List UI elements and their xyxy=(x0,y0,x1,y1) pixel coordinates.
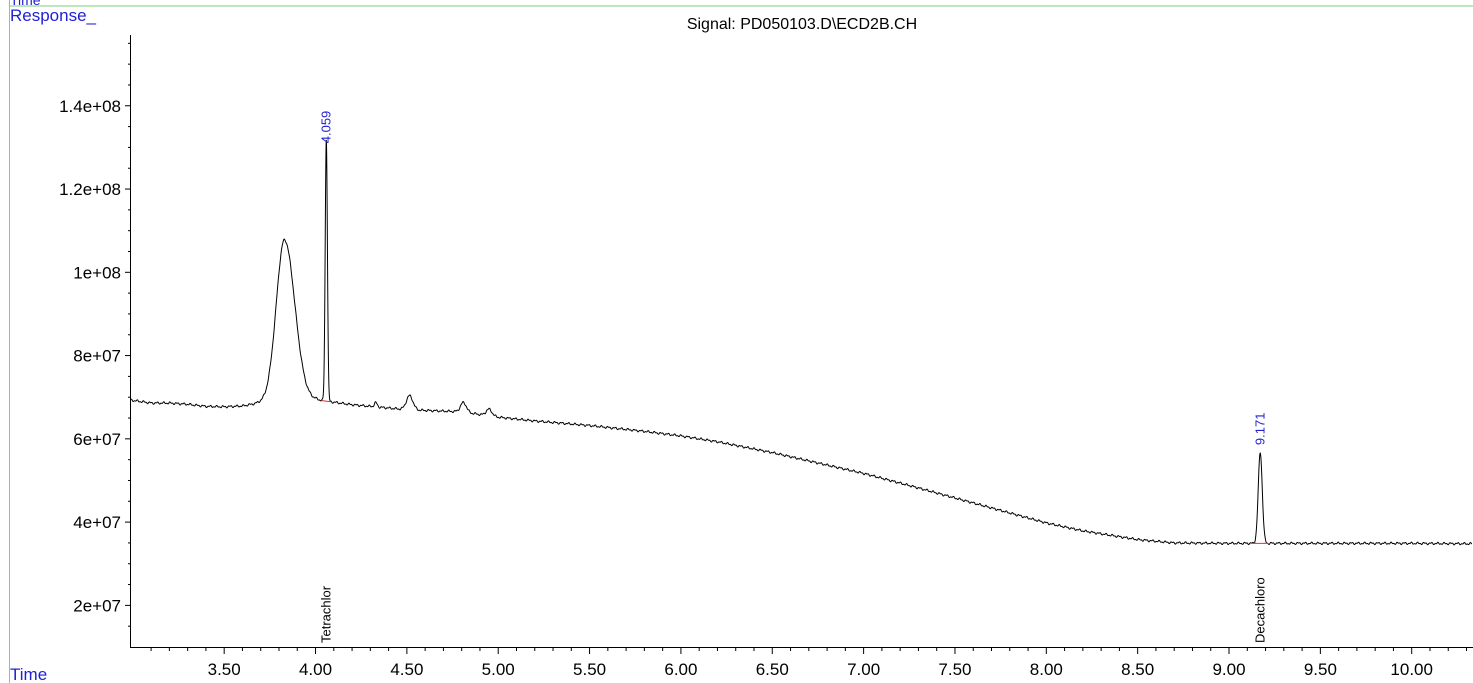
x-tick-label: 10.00 xyxy=(1390,660,1433,679)
x-tick-label: 4.00 xyxy=(299,660,332,679)
y-tick-label: 1.2e+08 xyxy=(59,180,121,199)
y-tick-label: 2e+07 xyxy=(73,596,121,615)
x-tick-label: 8.50 xyxy=(1121,660,1154,679)
x-axis-label: Time xyxy=(10,665,47,683)
y-tick-label: 1.4e+08 xyxy=(59,97,121,116)
peak-baseline xyxy=(321,400,331,403)
peak-compound-label: Decachloro xyxy=(1252,577,1267,643)
x-tick-label: 4.50 xyxy=(390,660,423,679)
peak-rt-label: 4.059 xyxy=(318,111,333,144)
y-tick-label: 1e+08 xyxy=(73,263,121,282)
chart-title: Signal: PD050103.D\ECD2B.CH xyxy=(687,16,917,33)
y-tick-label: 8e+07 xyxy=(73,347,121,366)
peak-compound-label: Tetrachlor xyxy=(318,585,333,643)
x-tick-label: 6.00 xyxy=(664,660,697,679)
y-tick-label: 6e+07 xyxy=(73,430,121,449)
x-tick-label: 5.00 xyxy=(482,660,515,679)
x-tick-label: 8.00 xyxy=(1030,660,1063,679)
y-ticks: 2e+07 4e+07 6e+07 8e+07 1e+08 1.2e+08 1.4e+08 xyxy=(59,42,131,627)
series-layer xyxy=(130,139,1473,546)
corner-time-label: Time xyxy=(10,0,41,8)
peak-rt-label: 9.171 xyxy=(1252,413,1267,446)
x-ticks: 3.50 4.00 4.50 5.00 5.50 6.00 6.50 7.00 7.50 8.00… xyxy=(150,647,1468,679)
y-axis-label: Response_ xyxy=(10,6,97,25)
x-tick-label: 7.00 xyxy=(847,660,880,679)
x-tick-label: 3.50 xyxy=(208,660,241,679)
x-tick-label: 6.50 xyxy=(756,660,789,679)
y-tick-label: 4e+07 xyxy=(73,513,121,532)
x-tick-label: 7.50 xyxy=(938,660,971,679)
x-tick-label: 9.50 xyxy=(1304,660,1337,679)
x-tick-label: 9.00 xyxy=(1212,660,1245,679)
signal-trace xyxy=(130,139,1473,546)
x-tick-label: 5.50 xyxy=(573,660,606,679)
peak-labels: 4.059 Tetrachlor 9.171 Decachloro xyxy=(318,111,1269,643)
